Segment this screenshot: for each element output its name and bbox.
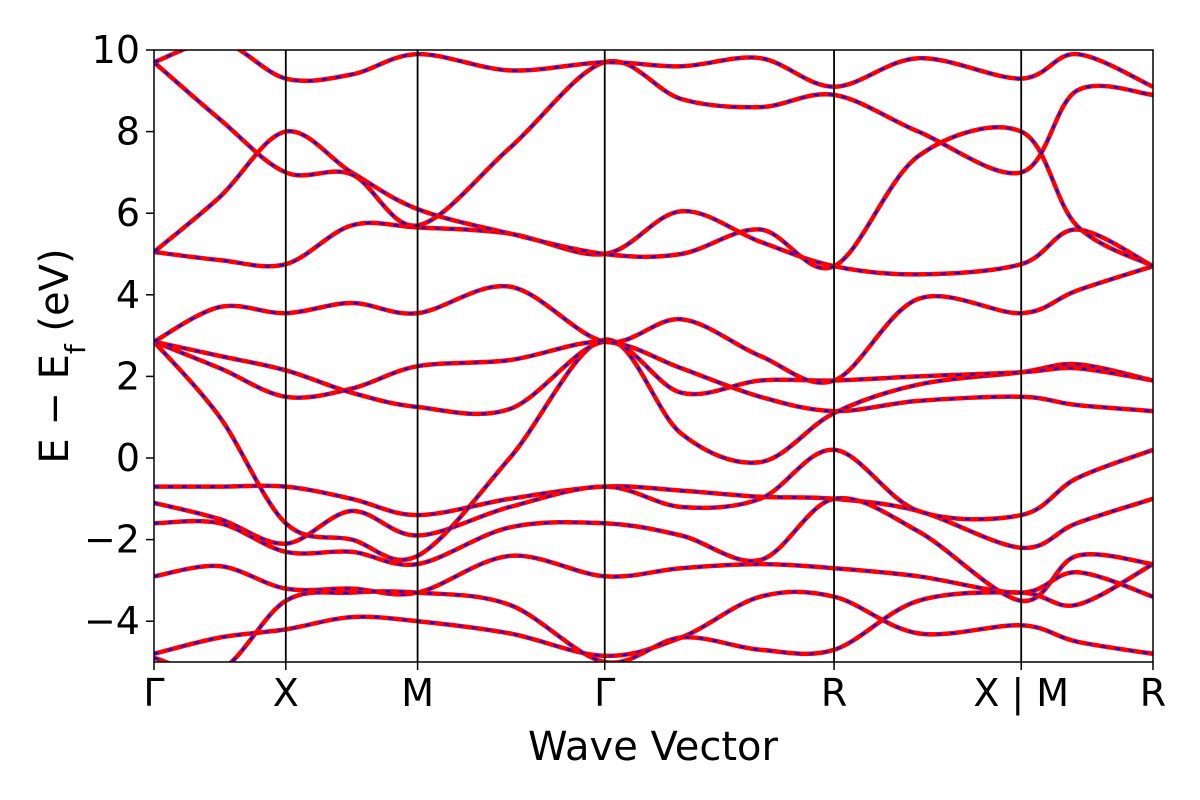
y-axis-title-main: E − E [32, 354, 78, 464]
y-tick-label-4: 2 [116, 354, 140, 398]
band-lines [154, 50, 1153, 662]
x-tick-label-5: R [821, 671, 847, 715]
x-tick-label-2: X [273, 671, 299, 715]
x-axis-title: Wave Vector [528, 724, 779, 770]
band-line-10-overlay [154, 265, 1153, 384]
y-axis-title-unit: (eV) [32, 248, 78, 344]
band-line-12-overlay [154, 126, 1153, 270]
y-axis-title-subscript: f [59, 343, 92, 354]
y-axis-ticks: −4 −2 0 2 4 6 8 10 [84, 28, 154, 643]
x-tick-label-4: Γ [594, 671, 615, 715]
band-line-10 [154, 264, 1153, 385]
y-tick-label-5: 4 [116, 273, 140, 317]
band-line-3 [154, 495, 1153, 604]
x-tick-label-1: Γ [143, 671, 164, 715]
x-tick-label-7: R [1140, 671, 1166, 715]
band-line-14 [154, 50, 1153, 89]
band-line-2-overlay [154, 448, 1153, 545]
band-line-11 [154, 208, 1153, 277]
band-line-4-overlay [154, 554, 1153, 598]
y-tick-label-2: −2 [84, 518, 140, 562]
x-tick-label-3: M [401, 671, 434, 715]
x-tick-label-6: X | M [973, 671, 1069, 716]
band-line-13 [154, 58, 1153, 228]
y-tick-label-1: −4 [84, 599, 140, 643]
y-tick-label-3: 0 [116, 436, 140, 480]
band-line-12 [154, 125, 1153, 271]
band-line-1-overlay [154, 484, 1153, 549]
plot-frame [153, 49, 1154, 663]
band-line-13-overlay [154, 59, 1153, 227]
band-line-8-overlay [154, 340, 1153, 413]
y-tick-label-7: 8 [116, 110, 140, 154]
band-line-6 [154, 562, 1153, 662]
y-tick-label-8: 10 [92, 28, 140, 72]
band-line-6-overlay [154, 563, 1153, 662]
y-tick-label-6: 6 [116, 191, 140, 235]
x-axis-ticks: Γ X M Γ R X | M R [143, 662, 1166, 716]
high-symmetry-lines [284, 50, 1023, 662]
y-axis-title: E − Ef (eV) [32, 248, 92, 463]
band-line-11-overlay [154, 210, 1153, 276]
band-line-9 [154, 339, 1153, 417]
band-line-3-overlay [154, 496, 1153, 602]
